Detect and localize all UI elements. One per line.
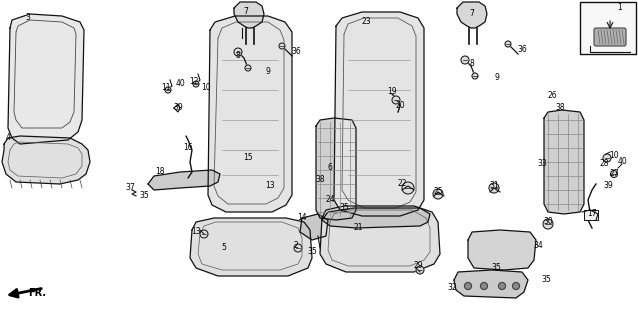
Text: 31: 31 bbox=[489, 181, 499, 190]
Text: 23: 23 bbox=[361, 18, 371, 27]
Text: 16: 16 bbox=[183, 143, 193, 153]
Polygon shape bbox=[454, 270, 528, 298]
Text: 3: 3 bbox=[26, 13, 31, 22]
Circle shape bbox=[611, 171, 618, 178]
Circle shape bbox=[603, 154, 611, 162]
FancyBboxPatch shape bbox=[594, 28, 626, 46]
Text: 21: 21 bbox=[353, 223, 363, 233]
Circle shape bbox=[200, 230, 208, 238]
Text: 34: 34 bbox=[533, 242, 543, 251]
Polygon shape bbox=[544, 110, 584, 214]
Text: 39: 39 bbox=[603, 181, 613, 190]
Text: 10: 10 bbox=[609, 151, 619, 161]
Text: 13: 13 bbox=[191, 228, 201, 236]
Text: 36: 36 bbox=[517, 45, 527, 54]
Text: 38: 38 bbox=[555, 103, 565, 113]
Text: 40: 40 bbox=[175, 79, 185, 89]
Text: 25: 25 bbox=[433, 188, 443, 196]
Text: 18: 18 bbox=[155, 167, 165, 177]
Text: 13: 13 bbox=[265, 181, 275, 190]
Circle shape bbox=[472, 73, 478, 79]
Polygon shape bbox=[208, 16, 292, 212]
Text: 35: 35 bbox=[491, 263, 501, 273]
Polygon shape bbox=[148, 170, 220, 190]
Text: 38: 38 bbox=[315, 175, 325, 185]
Circle shape bbox=[464, 283, 471, 290]
Polygon shape bbox=[468, 230, 536, 270]
Text: 22: 22 bbox=[397, 180, 407, 188]
Circle shape bbox=[392, 96, 400, 104]
Polygon shape bbox=[316, 118, 356, 220]
Circle shape bbox=[294, 244, 302, 252]
Polygon shape bbox=[190, 218, 312, 276]
Text: 30: 30 bbox=[543, 218, 553, 227]
Circle shape bbox=[498, 283, 505, 290]
Text: 7: 7 bbox=[470, 10, 475, 19]
Polygon shape bbox=[300, 214, 328, 240]
Text: 7: 7 bbox=[244, 7, 248, 17]
Text: FR.: FR. bbox=[28, 288, 46, 298]
Polygon shape bbox=[2, 136, 90, 184]
Circle shape bbox=[505, 41, 511, 47]
Text: 33: 33 bbox=[537, 159, 547, 169]
Text: 24: 24 bbox=[325, 196, 335, 204]
Text: 14: 14 bbox=[297, 213, 307, 222]
Text: 35: 35 bbox=[139, 191, 149, 201]
Text: 8: 8 bbox=[235, 52, 241, 60]
Text: 35: 35 bbox=[541, 276, 551, 284]
Circle shape bbox=[402, 182, 414, 194]
Text: 40: 40 bbox=[617, 157, 627, 166]
Polygon shape bbox=[334, 12, 424, 216]
Circle shape bbox=[489, 183, 499, 193]
Text: 8: 8 bbox=[470, 60, 475, 68]
Text: 32: 32 bbox=[447, 284, 457, 292]
Text: 20: 20 bbox=[395, 101, 405, 110]
Text: 36: 36 bbox=[291, 47, 301, 57]
Text: 15: 15 bbox=[243, 154, 253, 163]
Bar bbox=[580, 2, 636, 54]
Text: 39: 39 bbox=[173, 103, 183, 113]
Text: 10: 10 bbox=[201, 84, 211, 92]
Text: 9: 9 bbox=[265, 68, 271, 76]
Circle shape bbox=[433, 189, 443, 199]
Polygon shape bbox=[320, 206, 440, 272]
Circle shape bbox=[543, 219, 553, 229]
Polygon shape bbox=[322, 208, 430, 228]
Text: 6: 6 bbox=[327, 164, 332, 172]
Polygon shape bbox=[234, 2, 264, 28]
Text: 11: 11 bbox=[161, 84, 171, 92]
Text: 12: 12 bbox=[189, 77, 199, 86]
Text: 28: 28 bbox=[599, 159, 609, 169]
Polygon shape bbox=[8, 14, 84, 144]
Text: 35: 35 bbox=[339, 204, 349, 212]
Text: 5: 5 bbox=[221, 244, 226, 252]
Text: 17: 17 bbox=[587, 210, 597, 219]
Bar bbox=[584, 210, 598, 220]
Circle shape bbox=[416, 266, 424, 274]
Text: 1: 1 bbox=[618, 4, 623, 12]
Polygon shape bbox=[457, 2, 487, 28]
Text: 29: 29 bbox=[413, 261, 423, 270]
Text: 9: 9 bbox=[494, 74, 500, 83]
Circle shape bbox=[193, 81, 199, 87]
Circle shape bbox=[480, 283, 487, 290]
Text: 37: 37 bbox=[125, 183, 135, 193]
Circle shape bbox=[234, 48, 242, 56]
Text: 2: 2 bbox=[293, 242, 299, 251]
Text: 19: 19 bbox=[387, 87, 397, 97]
Circle shape bbox=[461, 56, 469, 64]
Circle shape bbox=[245, 65, 251, 71]
Text: 35: 35 bbox=[307, 247, 317, 257]
Text: 27: 27 bbox=[609, 170, 619, 179]
Text: 4: 4 bbox=[6, 133, 10, 142]
Circle shape bbox=[165, 87, 171, 93]
Text: 26: 26 bbox=[547, 92, 557, 100]
Circle shape bbox=[512, 283, 519, 290]
Circle shape bbox=[279, 43, 285, 49]
